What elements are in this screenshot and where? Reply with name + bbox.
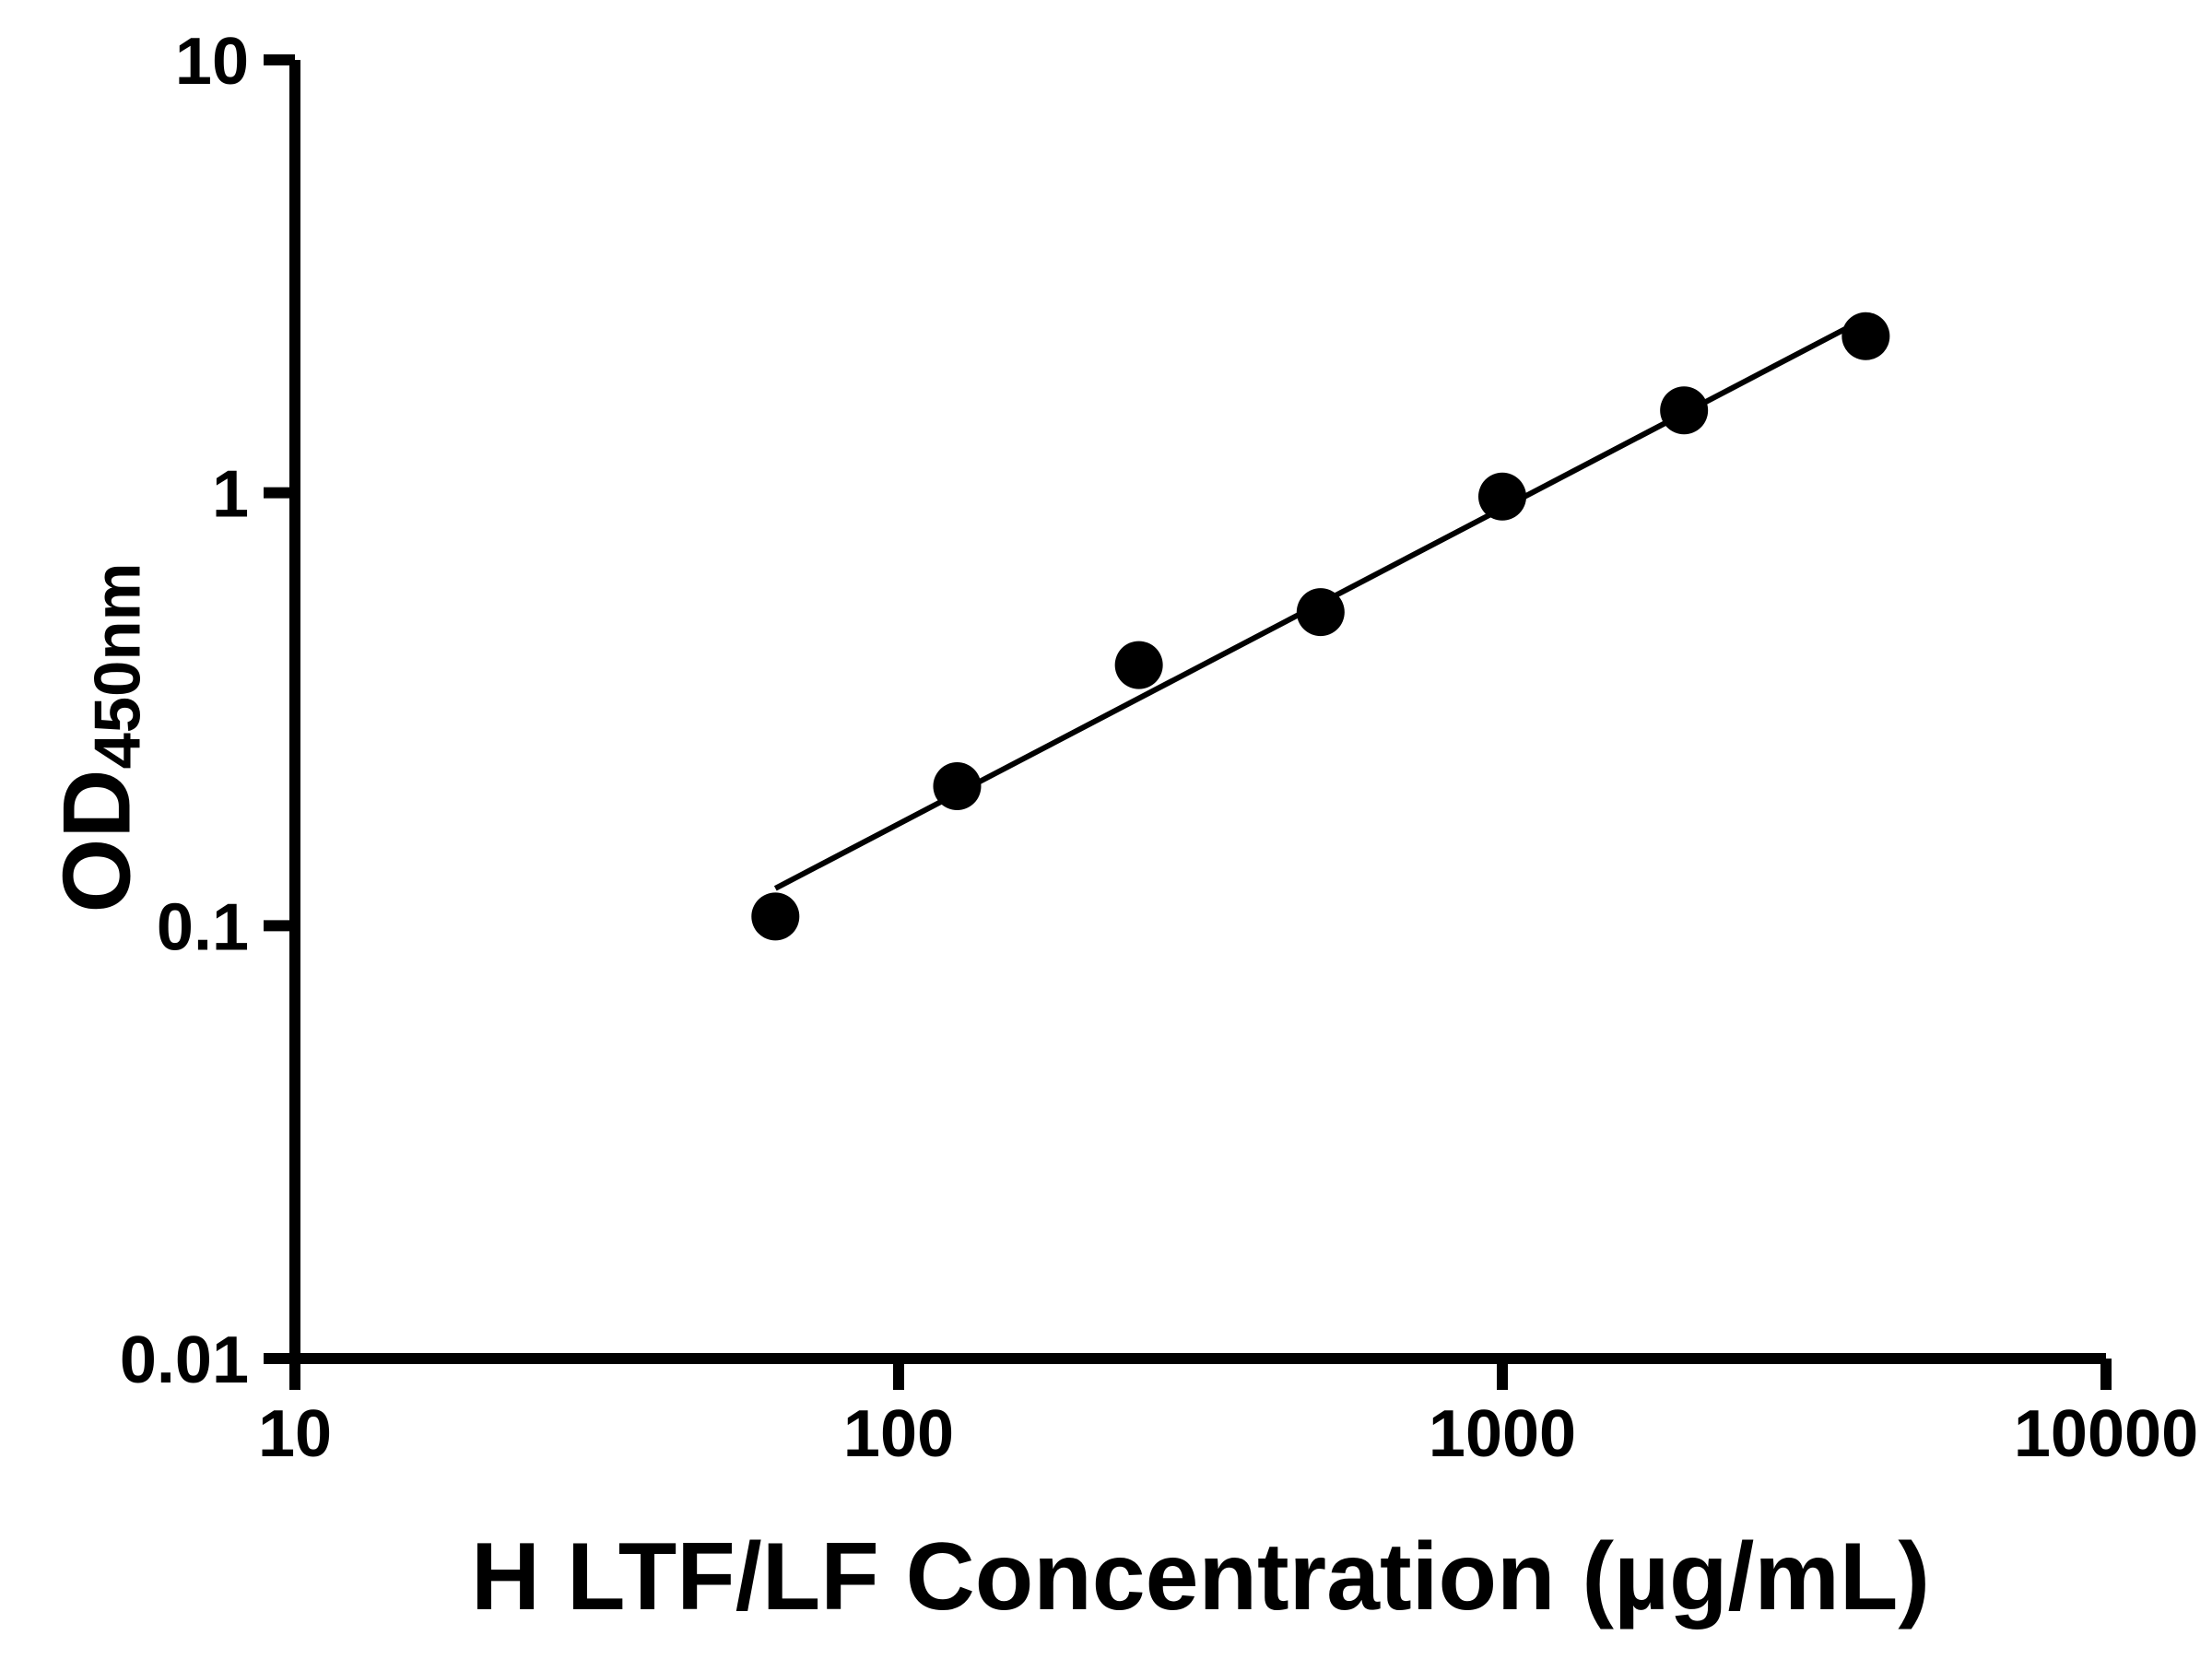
y-tick-label-0.1: 0.1 [157, 890, 249, 964]
data-point [1296, 588, 1345, 637]
x-axis-title: H LTF/LF Concentration (µg/mL) [470, 1524, 1931, 1630]
y-axis-title-area: OD450nm [0, 0, 195, 1475]
x-tick-label-100: 100 [843, 1397, 954, 1471]
x-tick-label-10: 10 [258, 1397, 332, 1471]
y-axis-ticks: 0.01 0.1 1 10 [120, 25, 295, 1397]
x-tick-label-1000: 1000 [1429, 1397, 1576, 1471]
y-tick-label-10: 10 [175, 25, 249, 99]
data-point [1114, 641, 1163, 689]
data-point [933, 761, 982, 810]
y-tick-label-1: 1 [212, 458, 249, 532]
data-point [1478, 472, 1526, 521]
y-tick-label-0.01: 0.01 [120, 1324, 249, 1397]
x-axis-ticks: 10 100 1000 10000 [258, 1359, 2198, 1471]
data-point [751, 892, 800, 941]
y-axis-title-main: OD [43, 769, 151, 913]
y-axis-title: OD450nm [43, 561, 154, 913]
data-point [1660, 386, 1709, 435]
data-points [751, 312, 1890, 941]
x-tick-label-10000: 10000 [2014, 1397, 2198, 1471]
data-point [1841, 312, 1890, 360]
y-axis-title-subscript: 450nm [80, 561, 154, 770]
axis-lines [289, 60, 2106, 1364]
